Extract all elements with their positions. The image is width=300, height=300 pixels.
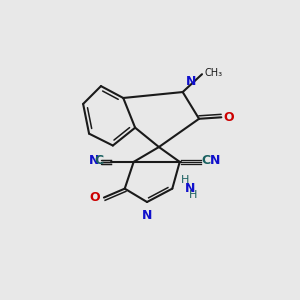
Text: H: H	[181, 175, 189, 185]
Text: N: N	[89, 154, 100, 167]
Text: H: H	[189, 190, 197, 200]
Text: N: N	[186, 76, 196, 88]
Text: O: O	[90, 191, 101, 204]
Text: C: C	[94, 154, 103, 167]
Text: CH₃: CH₃	[204, 68, 223, 78]
Text: N: N	[209, 154, 220, 167]
Text: N: N	[185, 182, 195, 194]
Text: C: C	[202, 154, 211, 167]
Text: N: N	[142, 208, 152, 222]
Text: O: O	[224, 111, 234, 124]
